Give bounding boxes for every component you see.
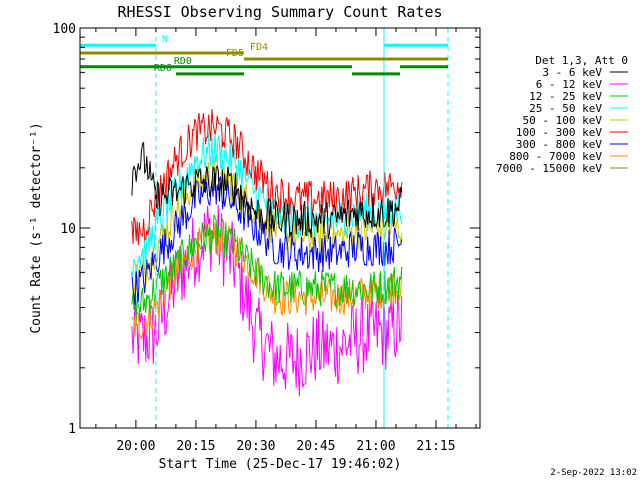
legend-item-label: 50 - 100 keV: [523, 114, 603, 127]
series-line-100-300-kev: [131, 109, 403, 246]
y-axis-label: Count Rate (s⁻¹ detector⁻¹): [29, 122, 44, 333]
series-line-3-6-kev: [131, 141, 403, 239]
chart-title: RHESSI Observing Summary Count Rates: [117, 3, 442, 21]
legend-item-label: 300 - 800 keV: [516, 138, 602, 151]
legend-item-label: 12 - 25 keV: [529, 90, 602, 103]
legend-item-label: 25 - 50 keV: [529, 102, 602, 115]
x-tick-label: 20:30: [236, 439, 275, 454]
series-line-300-800-kev: [131, 173, 403, 306]
x-tick-label: 20:15: [176, 439, 215, 454]
y-tick-label: 10: [60, 222, 76, 237]
x-tick-label: 21:00: [356, 439, 395, 454]
x-axis-label: Start Time (25-Dec-17 19:46:02): [159, 457, 402, 472]
status-label-fd4: FD4: [250, 42, 268, 53]
legend-item-label: 6 - 12 keV: [536, 78, 603, 91]
series-line-12-25-kev: [131, 214, 403, 323]
legend-item-label: 800 - 7000 keV: [509, 150, 602, 163]
legend-item-label: 100 - 300 keV: [516, 126, 602, 139]
x-tick-label: 20:45: [296, 439, 335, 454]
legend-item-label: 3 - 6 keV: [542, 66, 602, 79]
axis-ticks: 20:00 20:15 20:30 20:45 21:00 21:15 1 10 100: [53, 22, 480, 454]
x-tick-label: 21:15: [416, 439, 455, 454]
y-tick-label: 1: [68, 422, 76, 437]
y-tick-label: 100: [53, 22, 76, 37]
status-label-rd6: RD6: [154, 63, 172, 74]
legend-item-label: 7000 - 15000 keV: [496, 162, 602, 175]
status-label-n: N: [162, 34, 168, 45]
status-label-rd0: RD0: [174, 56, 192, 67]
data-layer: [131, 109, 403, 397]
date-stamp: 2-Sep-2022 13:02: [550, 468, 637, 478]
status-label-fd5: FD5: [226, 48, 244, 59]
x-tick-label: 20:00: [116, 439, 155, 454]
legend-title: Det 1,3, Att 0: [535, 54, 628, 67]
